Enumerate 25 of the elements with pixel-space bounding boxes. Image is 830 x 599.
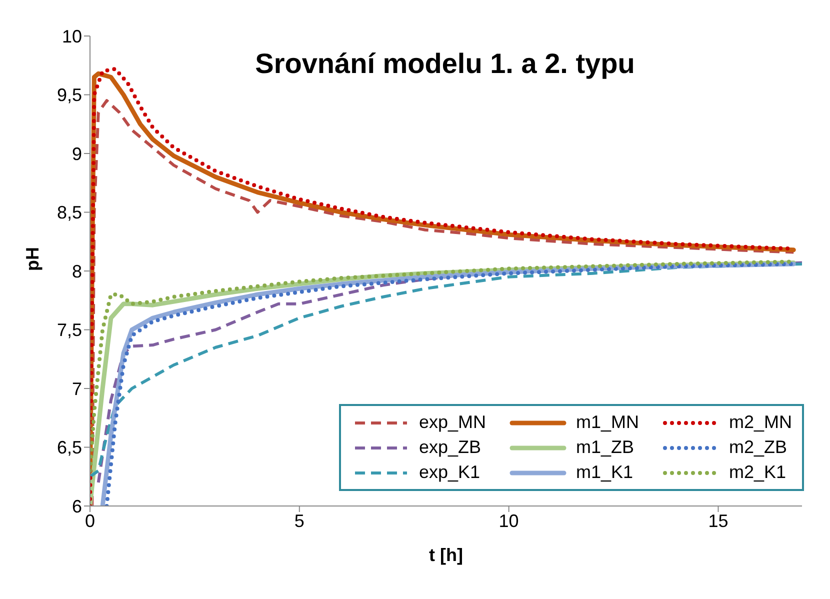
legend-label: m1_MN [576,412,639,433]
y-tick-label: 7,5 [56,320,82,340]
legend-label: exp_K1 [418,462,480,483]
y-tick-label: 8 [72,261,82,282]
legend-label: exp_ZB [418,437,481,458]
y-tick-label: 9 [72,144,82,164]
x-tick-label: 5 [294,510,304,531]
legend-label: m2_K1 [728,462,786,483]
y-tick-label: 7 [72,378,82,399]
x-tick-label: 15 [708,510,728,531]
legend-label: m1_ZB [576,437,634,458]
x-tick-label: 10 [498,510,519,531]
y-tick-label: 6 [72,496,82,516]
legend-label: exp_MN [418,412,486,433]
y-tick-label: 9,5 [56,85,82,106]
legend-label: m2_ZB [728,437,788,458]
x-axis-title: t [h] [429,545,463,565]
y-tick-label: 6,5 [56,438,82,458]
y-tick-label: 10 [62,26,82,46]
x-tick-label: 0 [84,510,96,531]
legend-label: m1_K1 [576,462,634,483]
y-axis-title: pH [22,247,42,271]
legend-label: m2_MN [728,412,792,433]
y-tick-label: 8,5 [56,202,82,223]
chart-title: Srovnání modelu 1. a 2. typu [254,48,636,80]
